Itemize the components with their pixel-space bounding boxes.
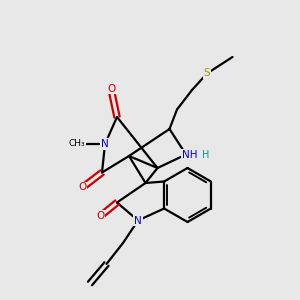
Text: O: O xyxy=(96,211,105,221)
Text: CH₃: CH₃ xyxy=(68,140,85,148)
Text: S: S xyxy=(204,68,210,79)
Text: H: H xyxy=(202,149,209,160)
Text: N: N xyxy=(101,139,109,149)
Text: O: O xyxy=(78,182,87,193)
Text: N: N xyxy=(134,215,142,226)
Text: O: O xyxy=(107,83,115,94)
Text: NH: NH xyxy=(182,149,197,160)
